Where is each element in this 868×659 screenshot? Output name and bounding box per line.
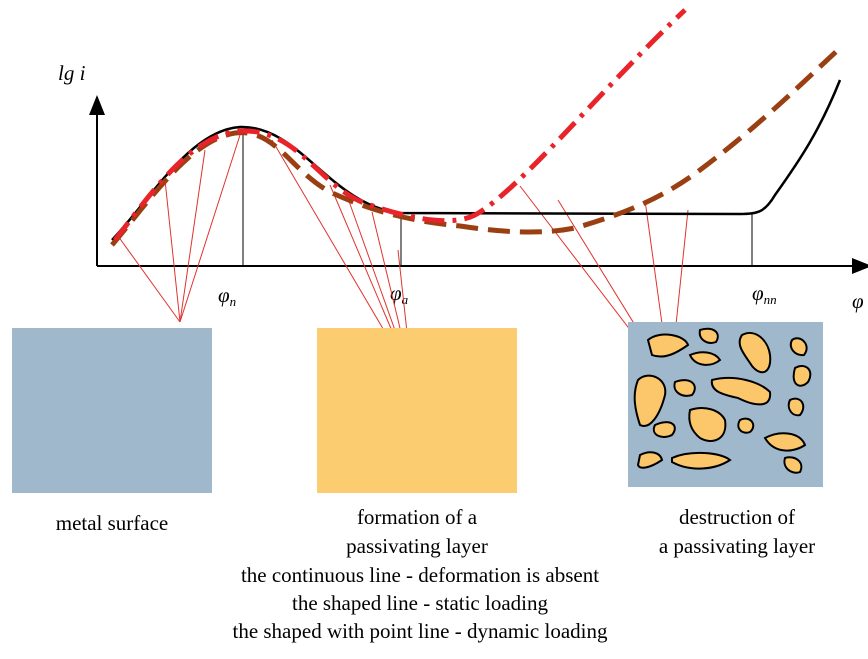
panel-caption: destruction of [679,505,795,529]
y-axis-label: lg i [58,61,86,85]
marker-label: φa [390,281,409,307]
legend-text: the continuous line - deformation is abs… [241,563,599,587]
legend-text: the shaped with point line - dynamic loa… [232,619,608,643]
panel-caption: formation of a [357,505,478,529]
marker-label: φпп [752,281,777,307]
destruction-panel [628,322,823,487]
passivating-layer-panel [317,328,517,493]
marker-label: φп [218,283,236,309]
metal-surface-panel [12,328,212,493]
diagram: lg i φ φп φa φпп metal surface [0,0,868,659]
x-axis-label: φ [852,289,864,313]
curve-dynamic [115,10,685,240]
legend-text: the shaped line - static loading [292,591,549,615]
panel-caption: passivating layer [346,534,488,558]
panel-caption: metal surface [56,511,169,535]
panel-caption: a passivating layer [659,534,815,558]
